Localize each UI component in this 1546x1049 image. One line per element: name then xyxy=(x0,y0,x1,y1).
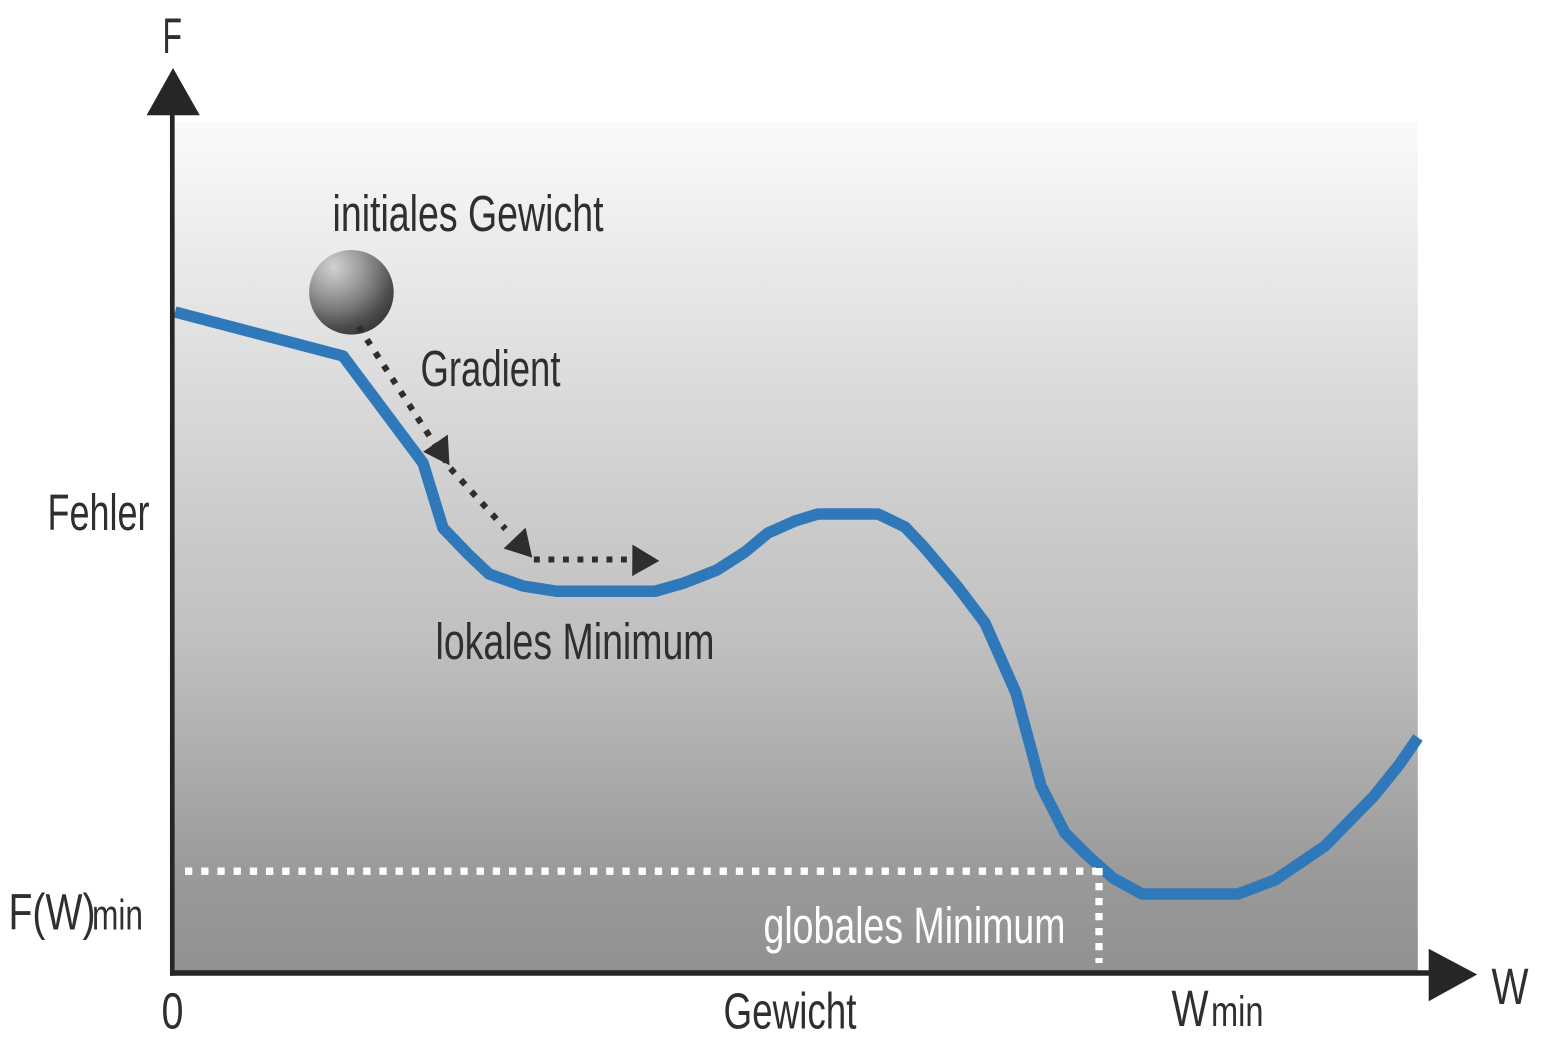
svg-text:min: min xyxy=(1211,989,1264,1036)
svg-text:Gradient: Gradient xyxy=(421,340,561,397)
svg-text:min: min xyxy=(92,893,143,940)
svg-text:Gewicht: Gewicht xyxy=(724,983,857,1040)
svg-text:globales Minimum: globales Minimum xyxy=(764,897,1066,954)
svg-text:Fehler: Fehler xyxy=(48,484,150,541)
svg-text:lokales Minimum: lokales Minimum xyxy=(436,613,715,670)
svg-text:F: F xyxy=(163,8,183,64)
svg-text:W: W xyxy=(1492,958,1529,1015)
svg-text:W: W xyxy=(1172,980,1209,1037)
svg-text:0: 0 xyxy=(162,983,184,1040)
svg-text:F(W): F(W) xyxy=(9,884,96,941)
svg-text:initiales Gewicht: initiales Gewicht xyxy=(333,185,604,242)
